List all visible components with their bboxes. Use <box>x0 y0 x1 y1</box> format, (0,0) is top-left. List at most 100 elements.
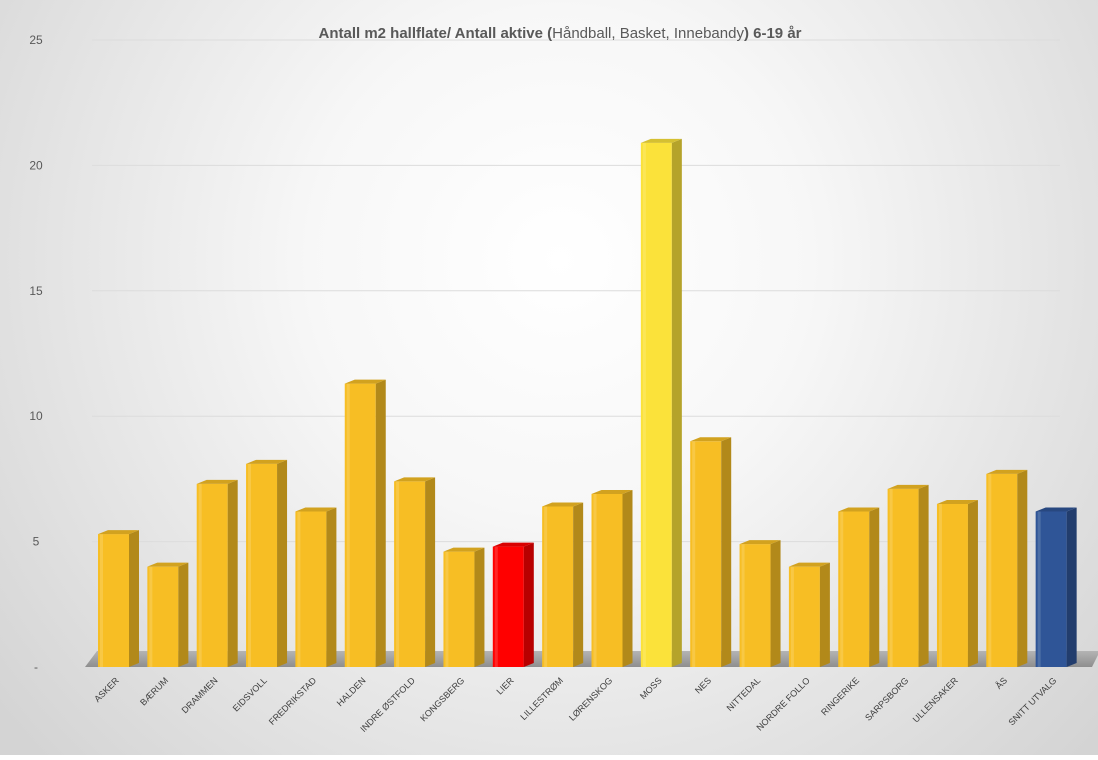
bar <box>246 459 288 667</box>
bar-highlight <box>790 566 794 667</box>
bar-side <box>622 489 633 667</box>
bar <box>98 530 139 667</box>
bar-front <box>887 488 919 667</box>
bar-highlight <box>692 441 696 667</box>
bar <box>739 540 781 667</box>
bar-front <box>344 383 376 667</box>
bar-top <box>443 547 485 552</box>
bar-side <box>671 138 682 667</box>
bar-side <box>129 530 139 667</box>
bar-side <box>1066 507 1077 667</box>
bar-highlight <box>642 142 646 667</box>
bar-highlight <box>938 503 942 667</box>
y-tick-label: 20 <box>29 158 43 172</box>
bar-front <box>542 506 574 667</box>
bar-front <box>98 534 129 667</box>
bar <box>936 499 978 667</box>
bar <box>443 547 485 667</box>
bar-top <box>196 479 238 484</box>
bar-front <box>640 142 672 667</box>
bar-side <box>770 540 781 667</box>
bar-top <box>640 138 682 143</box>
bar-side <box>819 562 830 667</box>
bar-highlight <box>100 534 103 667</box>
bar-highlight <box>346 383 350 667</box>
bar-top <box>788 562 830 567</box>
bar-front <box>196 483 228 667</box>
bar-top <box>1035 507 1077 512</box>
bar-highlight <box>248 463 252 667</box>
bar-highlight <box>494 546 498 667</box>
bar-top <box>887 484 929 489</box>
bar-side <box>573 502 584 667</box>
bar-side <box>474 547 485 667</box>
bar-top <box>542 502 584 507</box>
bar-top <box>690 437 732 442</box>
bar <box>887 484 929 667</box>
bar-top <box>591 489 633 494</box>
bar-top <box>344 379 386 384</box>
bar-front <box>443 551 475 667</box>
y-tick-label: 10 <box>29 409 43 423</box>
chart-title-part: Antall m2 hallflate/ Antall aktive ( <box>318 25 552 42</box>
bar-front <box>246 463 278 667</box>
bar-highlight <box>297 511 301 667</box>
bar-front <box>591 493 623 667</box>
bar-front <box>739 544 771 667</box>
bar-front <box>788 566 820 667</box>
bar-side <box>326 507 337 667</box>
bar-side <box>918 484 929 667</box>
bar <box>690 437 732 667</box>
bar <box>640 138 682 667</box>
bar-front <box>1035 511 1067 667</box>
bar-highlight <box>149 566 153 667</box>
bar-side <box>1017 469 1028 667</box>
bar-top <box>394 477 436 482</box>
bar <box>196 479 238 667</box>
chart-title-part: ) 6-19 år <box>744 25 802 42</box>
bar <box>591 489 633 667</box>
bar-front <box>690 441 722 667</box>
bar-highlight <box>741 544 745 667</box>
bar <box>1035 507 1077 667</box>
bar-front <box>295 511 327 667</box>
bar-highlight <box>1037 511 1041 667</box>
bar-side <box>721 437 732 667</box>
bar-top <box>986 469 1028 474</box>
bar-top <box>739 540 781 545</box>
bar <box>147 562 189 667</box>
bar-top <box>246 459 288 464</box>
bar-top <box>492 542 534 547</box>
bar-side <box>277 459 288 667</box>
bar-front <box>838 511 870 667</box>
bar-side <box>425 477 436 667</box>
bar-front <box>147 566 179 667</box>
bar-top <box>838 507 880 512</box>
bar-side <box>967 499 978 667</box>
y-tick-label: 15 <box>29 284 43 298</box>
bar-front <box>936 503 968 667</box>
bar-top <box>295 507 337 512</box>
bar-highlight <box>593 493 597 667</box>
bar <box>492 542 534 667</box>
bar-highlight <box>198 483 202 667</box>
bar-highlight <box>396 481 400 667</box>
bar-front <box>394 481 426 667</box>
chart-title: Antall m2 hallflate/ Antall aktive (Hånd… <box>318 25 801 42</box>
bar-top <box>98 530 139 535</box>
bar-side <box>523 542 534 667</box>
bar <box>394 477 436 667</box>
chart-title-part: Håndball, Basket, Innebandy <box>552 25 744 42</box>
bar-side <box>375 379 386 667</box>
bar <box>295 507 337 667</box>
bar <box>986 469 1028 667</box>
bar <box>788 562 830 667</box>
bar-highlight <box>445 551 449 667</box>
bar-highlight <box>988 473 992 667</box>
bar-side <box>869 507 880 667</box>
bar-top <box>147 562 189 567</box>
bar-side <box>178 562 189 667</box>
bar-highlight <box>544 506 548 667</box>
